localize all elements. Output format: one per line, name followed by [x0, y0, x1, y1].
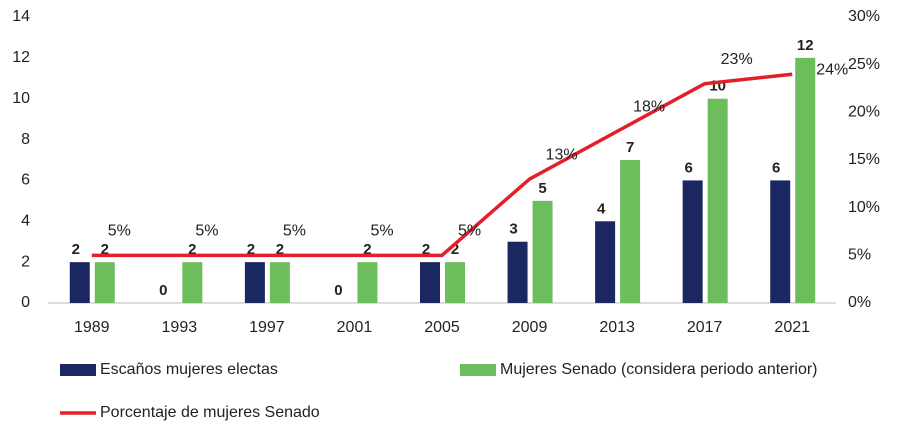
data-label: 12	[797, 37, 814, 54]
legend-label: Mujeres Senado (considera periodo anteri…	[500, 361, 818, 378]
line-label: 23%	[721, 51, 753, 68]
line-label: 18%	[633, 99, 665, 116]
bar	[620, 160, 641, 303]
line	[91, 72, 793, 258]
y2-tick-label: 20%	[848, 104, 880, 121]
data-label: 2	[247, 241, 255, 258]
bar	[707, 98, 728, 303]
bar	[69, 262, 90, 303]
data-label: 2	[451, 241, 459, 258]
bar	[770, 180, 791, 303]
x-tick-label: 2001	[337, 319, 373, 336]
x-tick-label: 2009	[512, 319, 548, 336]
x-tick-label: 1993	[162, 319, 198, 336]
legend-label: Porcentaje de mujeres Senado	[100, 404, 320, 421]
legend-swatch	[60, 364, 96, 376]
bar	[445, 262, 465, 303]
bar	[507, 241, 528, 303]
data-label: 5	[538, 180, 546, 197]
data-label: 2	[422, 241, 430, 258]
data-label: 2	[72, 241, 80, 258]
bar	[595, 221, 616, 303]
legend-swatch	[460, 364, 496, 376]
bar	[269, 262, 290, 303]
y2-tick-label: 0%	[848, 294, 871, 311]
data-label: 4	[597, 200, 606, 217]
bar	[682, 180, 703, 303]
line-label: 5%	[195, 223, 218, 240]
x-tick-label: 2017	[687, 319, 723, 336]
x-tick-label: 2021	[774, 319, 810, 336]
legend-label: Escaños mujeres electas	[100, 361, 278, 378]
data-label: 3	[509, 221, 517, 238]
bar	[532, 200, 553, 303]
data-label: 0	[334, 282, 342, 299]
line-label: 5%	[283, 223, 306, 240]
line-label: 5%	[458, 223, 481, 240]
x-tick-label: 1997	[249, 319, 285, 336]
line-label: 24%	[816, 61, 848, 78]
y-tick-label: 0	[21, 294, 30, 311]
y-tick-label: 14	[12, 8, 30, 25]
x-tick-label: 2013	[599, 319, 635, 336]
data-label: 6	[772, 159, 780, 176]
y2-tick-label: 15%	[848, 151, 880, 168]
bar	[94, 262, 115, 303]
bar	[795, 57, 816, 303]
y-tick-label: 10	[12, 90, 30, 107]
x-tick-label: 1989	[74, 319, 110, 336]
line-label: 5%	[370, 223, 393, 240]
data-label: 2	[188, 241, 196, 258]
y-tick-label: 12	[12, 49, 30, 66]
data-label: 2	[363, 241, 371, 258]
line-label: 13%	[546, 146, 578, 163]
bar	[420, 262, 440, 303]
data-label: 0	[159, 282, 167, 299]
y2-tick-label: 25%	[848, 56, 880, 73]
bar	[244, 262, 265, 303]
y2-tick-label: 10%	[848, 199, 880, 216]
x-tick-label: 2005	[424, 319, 460, 336]
data-label: 2	[276, 241, 284, 258]
y-tick-label: 2	[21, 253, 30, 270]
bar	[357, 262, 378, 303]
y2-tick-label: 5%	[848, 247, 871, 264]
y2-tick-label: 30%	[848, 8, 880, 25]
bar	[182, 262, 203, 303]
data-label: 6	[684, 159, 692, 176]
line-label: 5%	[108, 223, 131, 240]
y-tick-label: 4	[21, 213, 30, 230]
y-tick-label: 8	[21, 131, 30, 148]
data-label: 2	[101, 241, 109, 258]
data-label: 7	[626, 139, 634, 156]
y-tick-label: 6	[21, 172, 30, 189]
